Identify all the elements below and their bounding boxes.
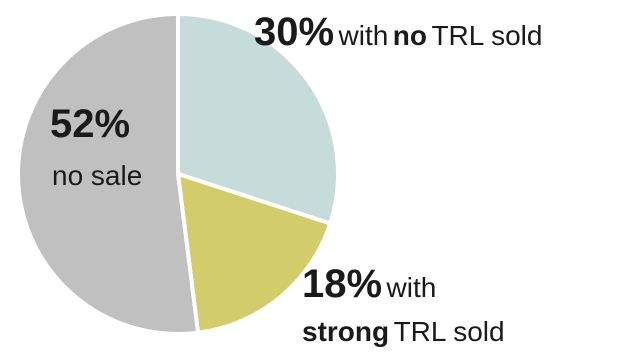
pie-slice-no-sale — [16, 12, 201, 336]
slice-text-trl-sold: TRL sold — [431, 20, 543, 51]
pie-slice-strong-trl — [176, 172, 333, 335]
slice-text-no: no — [392, 20, 427, 51]
slice-label-strong-trl-line1: 18% with — [302, 264, 436, 304]
slice-percent-strong-trl: 18% — [302, 262, 383, 306]
slice-text-no-sale: no sale — [52, 160, 143, 191]
slice-percent-no-trl: 30% — [254, 10, 335, 54]
slice-percent-no-sale: 52% — [50, 102, 131, 146]
slice-label-no-trl: 30% with no TRL sold — [254, 12, 542, 52]
slice-text-with-strong: with — [386, 272, 437, 303]
slice-text-with: with — [338, 20, 389, 51]
slice-label-strong-trl-line2: strong TRL sold — [302, 318, 505, 346]
pie-slice-no-trl — [176, 12, 340, 226]
slice-text-trl-sold-strong: TRL sold — [393, 316, 505, 347]
slice-text-strong: strong — [302, 316, 390, 347]
